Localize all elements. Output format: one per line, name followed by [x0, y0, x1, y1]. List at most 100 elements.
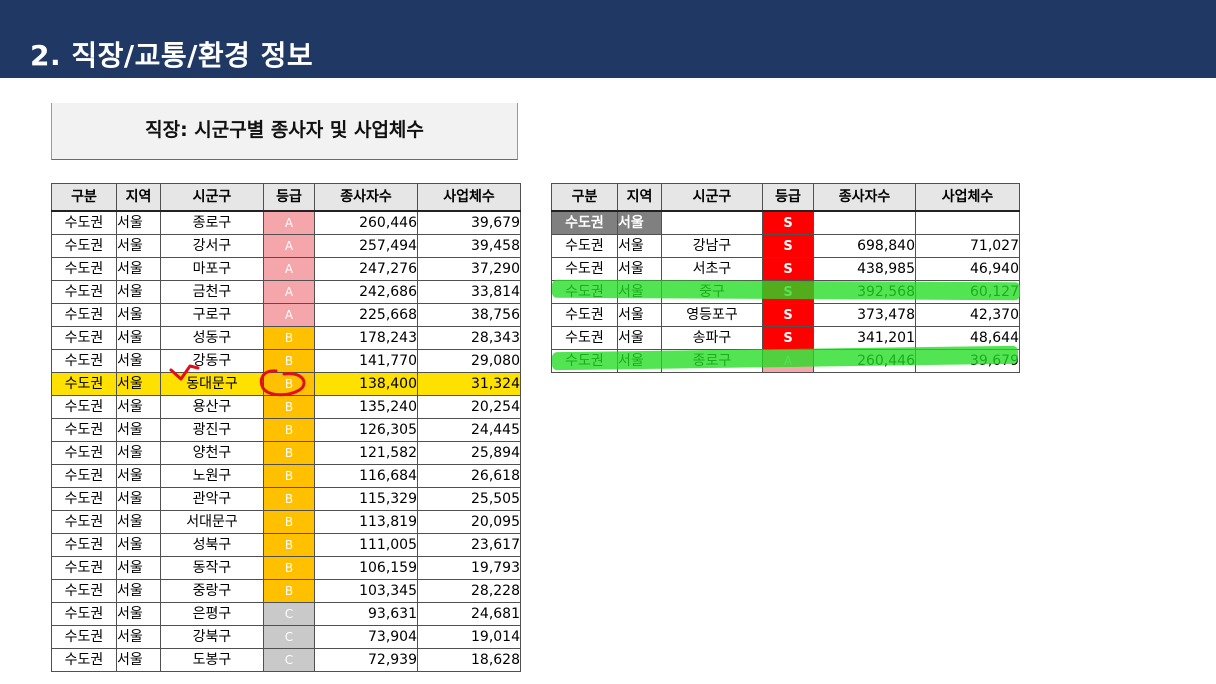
cell-businesses: 20,254 — [417, 395, 521, 419]
cell-employees: 72,939 — [314, 648, 418, 672]
slide-title: 2. 직장/교통/환경 정보 — [30, 39, 314, 72]
cell-district: 송파구 — [661, 326, 763, 350]
cell-region-group: 수도권 — [51, 487, 117, 511]
cell-region: 서울 — [116, 280, 161, 304]
table-row: 수도권 서울 영등포구 S 373,478 42,370 — [551, 303, 1020, 327]
cell-employees: 135,240 — [314, 395, 418, 419]
cell-grade: B — [263, 579, 315, 603]
table-row: 수도권 서울 송파구 S 341,201 48,644 — [551, 326, 1020, 350]
table-row: 수도권 서울 성동구 B 178,243 28,343 — [51, 326, 521, 350]
cell-region-group: 수도권 — [51, 326, 117, 350]
cell-businesses: 24,681 — [417, 602, 521, 626]
red-circle-annotation — [259, 369, 306, 397]
cell-region: 서울 — [116, 579, 161, 603]
table-row: 수도권 서울 서대문구 B 113,819 20,095 — [51, 510, 521, 534]
left-table-title-box: 직장: 시군구별 종사자 및 사업체수 — [51, 103, 518, 160]
cell-grade: B — [263, 533, 315, 557]
cell-grade: S — [762, 210, 814, 235]
cell-district: 종로구 — [160, 210, 264, 235]
cell-employees: 116,684 — [314, 464, 418, 488]
cell-grade: B — [263, 441, 315, 465]
cell-region: 서울 — [116, 326, 161, 350]
cell-grade: C — [263, 625, 315, 649]
cell-employees: 698,840 — [813, 234, 916, 258]
cell-businesses: 31,324 — [417, 372, 521, 396]
cell-region-group: 수도권 — [51, 349, 117, 373]
cell-region: 서울 — [617, 326, 662, 350]
cell-region-group: 수도권 — [51, 395, 117, 419]
cell-region-group: 수도권 — [51, 556, 117, 580]
cell-region: 서울 — [116, 648, 161, 672]
cell-district: 구로구 — [160, 303, 264, 327]
cell-region: 서울 — [116, 372, 161, 396]
cell-employees: 341,201 — [813, 326, 916, 350]
cell-businesses: 46,940 — [915, 257, 1020, 281]
cell-employees: 225,668 — [314, 303, 418, 327]
table-row: 수도권 서울 금천구 A 242,686 33,814 — [51, 280, 521, 304]
cell-businesses: 28,343 — [417, 326, 521, 350]
group-header-row: 수도권 서울 S — [551, 210, 1020, 235]
table-row: 수도권 서울 강북구 C 73,904 19,014 — [51, 625, 521, 649]
column-header: 구분 — [51, 183, 117, 212]
cell-region-group: 수도권 — [551, 257, 618, 281]
cell-businesses: 26,618 — [417, 464, 521, 488]
cell-grade: B — [263, 395, 315, 419]
cell-district: 용산구 — [160, 395, 264, 419]
cell-region: 서울 — [116, 556, 161, 580]
cell-region: 서울 — [116, 395, 161, 419]
table-row: 수도권 서울 은평구 C 93,631 24,681 — [51, 602, 521, 626]
cell-grade: B — [263, 510, 315, 534]
table-row: 수도권 서울 관악구 B 115,329 25,505 — [51, 487, 521, 511]
cell-businesses: 24,445 — [417, 418, 521, 442]
cell-district — [661, 210, 763, 235]
table-row: 수도권 서울 동작구 B 106,159 19,793 — [51, 556, 521, 580]
cell-region: 서울 — [116, 533, 161, 557]
cell-region: 서울 — [116, 625, 161, 649]
cell-grade: A — [263, 234, 315, 258]
cell-employees: 260,446 — [314, 210, 418, 235]
cell-region-group: 수도권 — [51, 579, 117, 603]
cell-region-group: 수도권 — [51, 648, 117, 672]
table-header-row: 구분 지역 시군구 등급 종사자수 사업체수 — [551, 183, 1020, 212]
cell-district: 서초구 — [661, 257, 763, 281]
cell-employees: 247,276 — [314, 257, 418, 281]
column-header: 시군구 — [160, 183, 264, 212]
cell-employees: 438,985 — [813, 257, 916, 281]
cell-grade: A — [263, 210, 315, 235]
cell-district: 성동구 — [160, 326, 264, 350]
cell-grade: A — [263, 303, 315, 327]
cell-region: 서울 — [116, 464, 161, 488]
cell-employees: 103,345 — [314, 579, 418, 603]
cell-employees: 113,819 — [314, 510, 418, 534]
right-data-table: 구분 지역 시군구 등급 종사자수 사업체수 수도권 서울 S 수도권 서울 강남구 S 698,840… — [551, 183, 1020, 373]
cell-grade: B — [263, 349, 315, 373]
cell-businesses: 33,814 — [417, 280, 521, 304]
cell-district: 광진구 — [160, 418, 264, 442]
cell-employees: 115,329 — [314, 487, 418, 511]
red-checkmark-annotation — [169, 364, 200, 381]
cell-businesses: 19,014 — [417, 625, 521, 649]
table-row: 수도권 서울 중랑구 B 103,345 28,228 — [51, 579, 521, 603]
cell-grade: B — [263, 418, 315, 442]
left-data-table: 구분 지역 시군구 등급 종사자수 사업체수 수도권 서울 종로구 A 260,446 39,679… — [51, 183, 521, 672]
cell-grade: S — [762, 303, 814, 327]
cell-region: 서울 — [116, 349, 161, 373]
cell-businesses: 42,370 — [915, 303, 1020, 327]
cell-employees: 138,400 — [314, 372, 418, 396]
cell-region: 서울 — [617, 257, 662, 281]
cell-district: 영등포구 — [661, 303, 763, 327]
table-header-row: 구분 지역 시군구 등급 종사자수 사업체수 — [51, 183, 521, 212]
table-row: 수도권 서울 용산구 B 135,240 20,254 — [51, 395, 521, 419]
cell-region-group: 수도권 — [51, 533, 117, 557]
cell-businesses: 37,290 — [417, 257, 521, 281]
column-header: 지역 — [617, 183, 662, 212]
cell-region-group: 수도권 — [51, 625, 117, 649]
cell-region-group: 수도권 — [551, 234, 618, 258]
cell-grade: S — [762, 234, 814, 258]
cell-district: 동대문구 — [160, 372, 264, 396]
column-header: 종사자수 — [813, 183, 916, 212]
cell-region-group: 수도권 — [51, 418, 117, 442]
cell-grade: B — [263, 487, 315, 511]
cell-region-group: 수도권 — [51, 303, 117, 327]
